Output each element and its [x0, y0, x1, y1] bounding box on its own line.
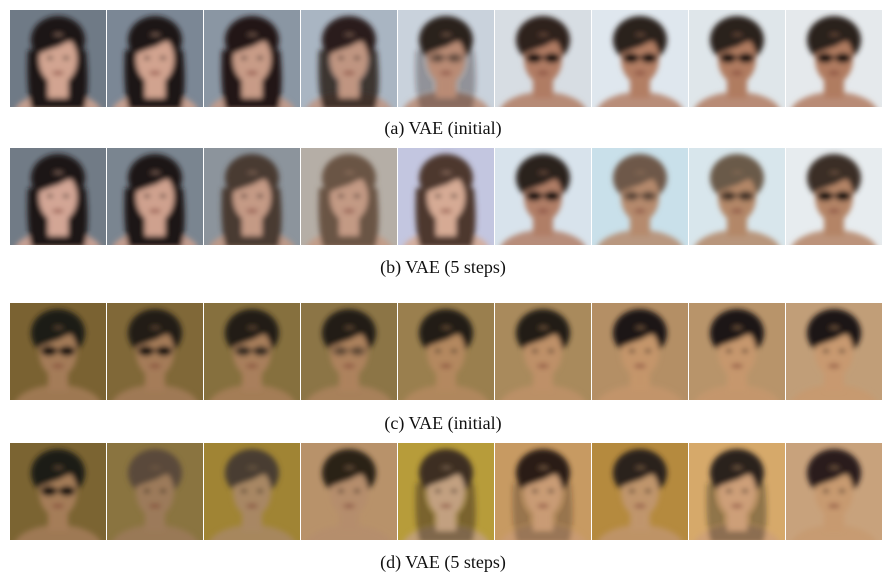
face-image-b-7	[592, 148, 688, 245]
face-image-c-9	[786, 303, 882, 400]
face-image-a-6	[495, 10, 591, 107]
face-image-a-3	[204, 10, 300, 107]
face-image-c-4	[301, 303, 397, 400]
face-image-d-9	[786, 443, 882, 540]
face-image-d-7	[592, 443, 688, 540]
face-image-d-4	[301, 443, 397, 540]
face-image-d-8	[689, 443, 785, 540]
caption-a: (a) VAE (initial)	[384, 118, 502, 138]
image-strip-c	[10, 303, 882, 400]
face-image-d-1	[10, 443, 106, 540]
image-strip-b	[10, 148, 882, 245]
face-image-a-1	[10, 10, 106, 107]
face-image-b-8	[689, 148, 785, 245]
image-strip-a	[10, 10, 882, 107]
face-image-c-7	[592, 303, 688, 400]
face-image-a-8	[689, 10, 785, 107]
face-image-b-3	[204, 148, 300, 245]
face-image-c-2	[107, 303, 203, 400]
face-image-c-5	[398, 303, 494, 400]
face-image-b-9	[786, 148, 882, 245]
caption-c: (c) VAE (initial)	[384, 413, 502, 433]
face-image-c-3	[204, 303, 300, 400]
face-image-a-4	[301, 10, 397, 107]
face-image-d-5	[398, 443, 494, 540]
face-image-a-5	[398, 10, 494, 107]
face-image-b-4	[301, 148, 397, 245]
face-image-a-2	[107, 10, 203, 107]
face-image-b-1	[10, 148, 106, 245]
face-image-d-6	[495, 443, 591, 540]
caption-b: (b) VAE (5 steps)	[380, 257, 506, 277]
face-image-b-5	[398, 148, 494, 245]
face-image-d-2	[107, 443, 203, 540]
face-image-d-3	[204, 443, 300, 540]
face-image-c-8	[689, 303, 785, 400]
image-strip-d	[10, 443, 882, 540]
face-image-b-2	[107, 148, 203, 245]
face-image-b-6	[495, 148, 591, 245]
face-image-a-7	[592, 10, 688, 107]
caption-d: (d) VAE (5 steps)	[380, 552, 506, 572]
face-image-a-9	[786, 10, 882, 107]
face-image-c-1	[10, 303, 106, 400]
face-image-c-6	[495, 303, 591, 400]
